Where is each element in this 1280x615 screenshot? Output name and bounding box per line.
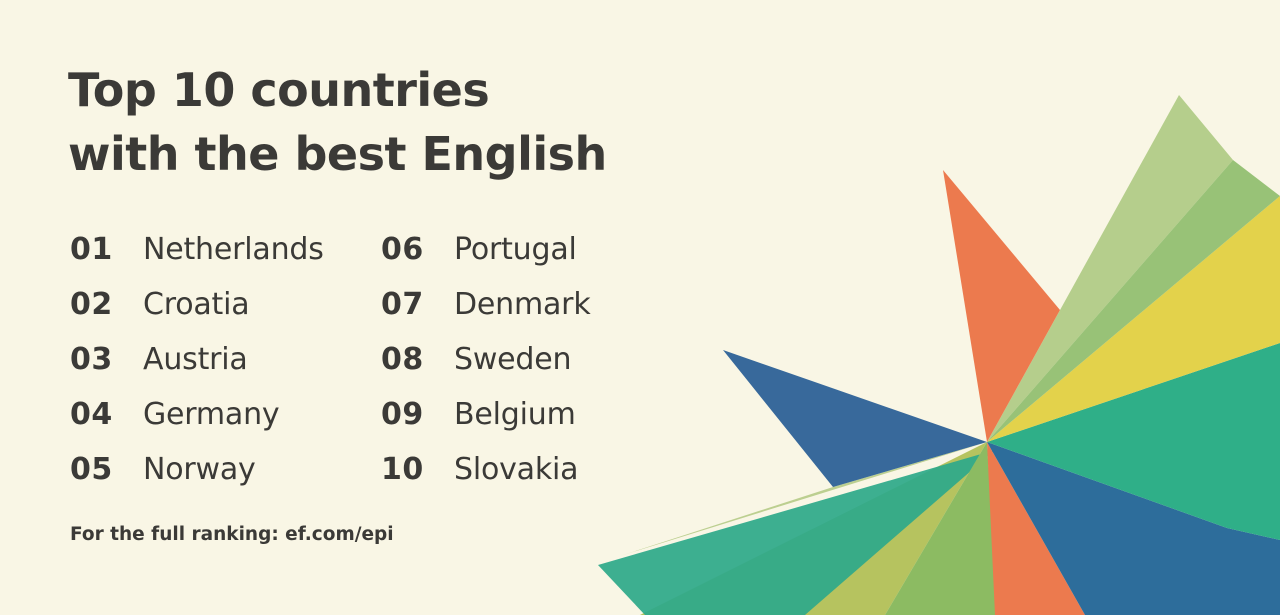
starburst-triangle-blue-lower-right	[987, 442, 1280, 615]
starburst-triangle-green-bottom	[885, 442, 997, 615]
rank-number: 10	[381, 452, 424, 487]
list-item: 06 Portugal	[381, 222, 681, 277]
list-item: 08 Sweden	[381, 332, 681, 387]
country-name: Norway	[143, 452, 256, 487]
page-title: Top 10 countries with the best English	[68, 58, 607, 186]
ranking-column-right: 06 Portugal 07 Denmark 08 Sweden 09 Belg…	[381, 222, 681, 497]
starburst-triangle-teal-lower-left	[598, 450, 995, 615]
country-name: Sweden	[454, 342, 572, 377]
rank-number: 09	[381, 397, 424, 432]
rank-number: 03	[70, 342, 113, 377]
list-item: 02 Croatia	[70, 277, 370, 332]
title-line-2: with the best English	[68, 127, 607, 181]
starburst-triangle-orange-top	[943, 170, 1060, 442]
country-name: Belgium	[454, 397, 576, 432]
rank-number: 08	[381, 342, 424, 377]
list-item: 07 Denmark	[381, 277, 681, 332]
rank-number: 02	[70, 287, 113, 322]
list-item: 03 Austria	[70, 332, 370, 387]
starburst-triangle-pale-sliver	[620, 442, 987, 556]
country-name: Austria	[143, 342, 248, 377]
country-name: Netherlands	[143, 232, 324, 267]
ranking-column-left: 01 Netherlands 02 Croatia 03 Austria 04 …	[70, 222, 370, 497]
rank-number: 06	[381, 232, 424, 267]
list-item: 09 Belgium	[381, 387, 681, 442]
country-name: Germany	[143, 397, 280, 432]
rank-number: 01	[70, 232, 113, 267]
starburst-triangle-pale-green-top	[987, 95, 1233, 442]
rank-number: 07	[381, 287, 424, 322]
country-name: Denmark	[454, 287, 591, 322]
rank-number: 05	[70, 452, 113, 487]
footer-ranking-link: For the full ranking: ef.com/epi	[70, 524, 394, 545]
starburst-triangle-emerald-right	[987, 343, 1280, 540]
title-line-1: Top 10 countries	[68, 63, 490, 117]
starburst-triangle-green-band-top	[987, 160, 1280, 442]
country-name: Portugal	[454, 232, 577, 267]
starburst-triangle-blue-left	[723, 350, 987, 487]
list-item: 01 Netherlands	[70, 222, 370, 277]
list-item: 05 Norway	[70, 442, 370, 497]
country-name: Croatia	[143, 287, 250, 322]
rank-number: 04	[70, 397, 113, 432]
list-item: 10 Slovakia	[381, 442, 681, 497]
list-item: 04 Germany	[70, 387, 370, 442]
country-name: Slovakia	[454, 452, 579, 487]
